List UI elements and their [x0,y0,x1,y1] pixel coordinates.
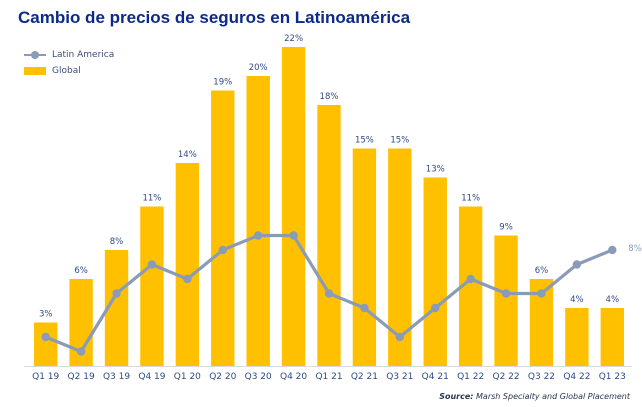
x-tick-label: Q2 20 [209,372,236,382]
bar-global-q3-20 [246,76,270,366]
data-label-global: 15% [355,136,374,146]
bar-global-q3-21 [388,148,412,366]
data-label-global: 9% [499,223,513,233]
legend-item-global: Global [24,63,114,79]
data-label-global: 20% [249,63,268,73]
data-label-global: 6% [535,266,549,276]
bar-global-q1-21 [317,105,341,366]
data-label-global: 4% [570,295,584,305]
x-tick-label: Q3 19 [103,372,130,382]
point-latin-america-q4-19 [147,260,157,269]
x-tick-label: Q1 20 [174,372,201,382]
point-latin-america-q2-19 [76,347,86,356]
x-tick-label: Q4 19 [138,372,165,382]
end-label-latin-america: 8% [628,244,642,254]
data-label-global: 14% [178,150,197,160]
point-latin-america-q1-23 [608,245,617,255]
x-tick-label: Q1 23 [599,372,626,382]
source-text: Marsh Specialty and Global Placement [476,392,630,401]
bar-global-q2-22 [494,235,518,366]
source-note: Source: Marsh Specialty and Global Place… [439,392,630,401]
legend-item-latin-america: Latin America [24,47,114,63]
data-label-global: 19% [213,78,232,88]
bar-global-q1-19 [34,322,58,366]
bar-global-q1-22 [458,206,483,366]
bar-global-q4-20 [281,47,306,366]
point-latin-america-q2-20 [218,245,227,255]
data-label-global: 15% [390,136,409,146]
x-tick-label: Q2 22 [492,372,519,382]
bar-global-q1-23 [600,308,624,366]
data-label-global: 3% [39,310,53,320]
legend-label-latin-america: Latin America [52,50,115,60]
bar-global-q4-22 [565,308,589,366]
point-latin-america-q2-22 [501,289,511,298]
data-label-global: 13% [426,165,445,175]
data-label-global: 22% [284,34,303,44]
x-tick-label: Q4 20 [280,372,307,382]
point-latin-america-q4-20 [289,231,298,240]
legend: Latin America Global [24,47,114,79]
data-label-global: 18% [320,92,339,102]
bar-global-q4-19 [140,206,164,366]
bar-global-q4-21 [423,177,447,366]
bar-global-q2-20 [211,90,235,366]
data-label-global: 8% [110,237,124,247]
data-label-global: 6% [74,266,88,276]
point-latin-america-q3-19 [112,289,121,298]
x-tick-label: Q4 21 [422,372,449,382]
point-latin-america-q3-20 [253,231,263,240]
bar-swatch-icon [24,67,46,75]
x-tick-label: Q3 22 [528,372,555,382]
point-latin-america-q1-20 [183,274,192,284]
x-tick-label: Q3 21 [386,372,413,382]
bar-global-q1-20 [175,163,200,366]
line-marker-icon [24,50,46,60]
point-latin-america-q1-21 [324,289,334,298]
source-label: Source: [439,392,474,401]
point-latin-america-q1-22 [466,274,475,284]
point-latin-america-q4-22 [572,260,582,269]
x-tick-label: Q1 22 [457,372,484,382]
point-latin-america-q1-19 [41,332,50,342]
x-tick-label: Q2 21 [351,372,378,382]
x-tick-label: Q2 19 [68,372,95,382]
legend-label-global: Global [52,66,81,76]
data-label-global: 11% [461,194,480,204]
x-tick-label: Q1 21 [315,372,342,382]
data-label-global: 11% [142,194,161,204]
point-latin-america-q4-21 [431,303,440,313]
chart-title: Cambio de precios de seguros en Latinoam… [18,8,411,27]
point-latin-america-q3-21 [395,332,405,342]
x-tick-label: Q1 19 [32,372,59,382]
bar-global-q2-21 [352,148,377,366]
bar-global-q3-19 [104,250,129,366]
bar-global-q3-22 [529,279,554,366]
x-tick-label: Q3 20 [245,372,272,382]
data-label-global: 4% [606,295,620,305]
point-latin-america-q2-21 [360,303,369,313]
x-tick-label: Q4 22 [563,372,590,382]
point-latin-america-q3-22 [537,289,546,298]
